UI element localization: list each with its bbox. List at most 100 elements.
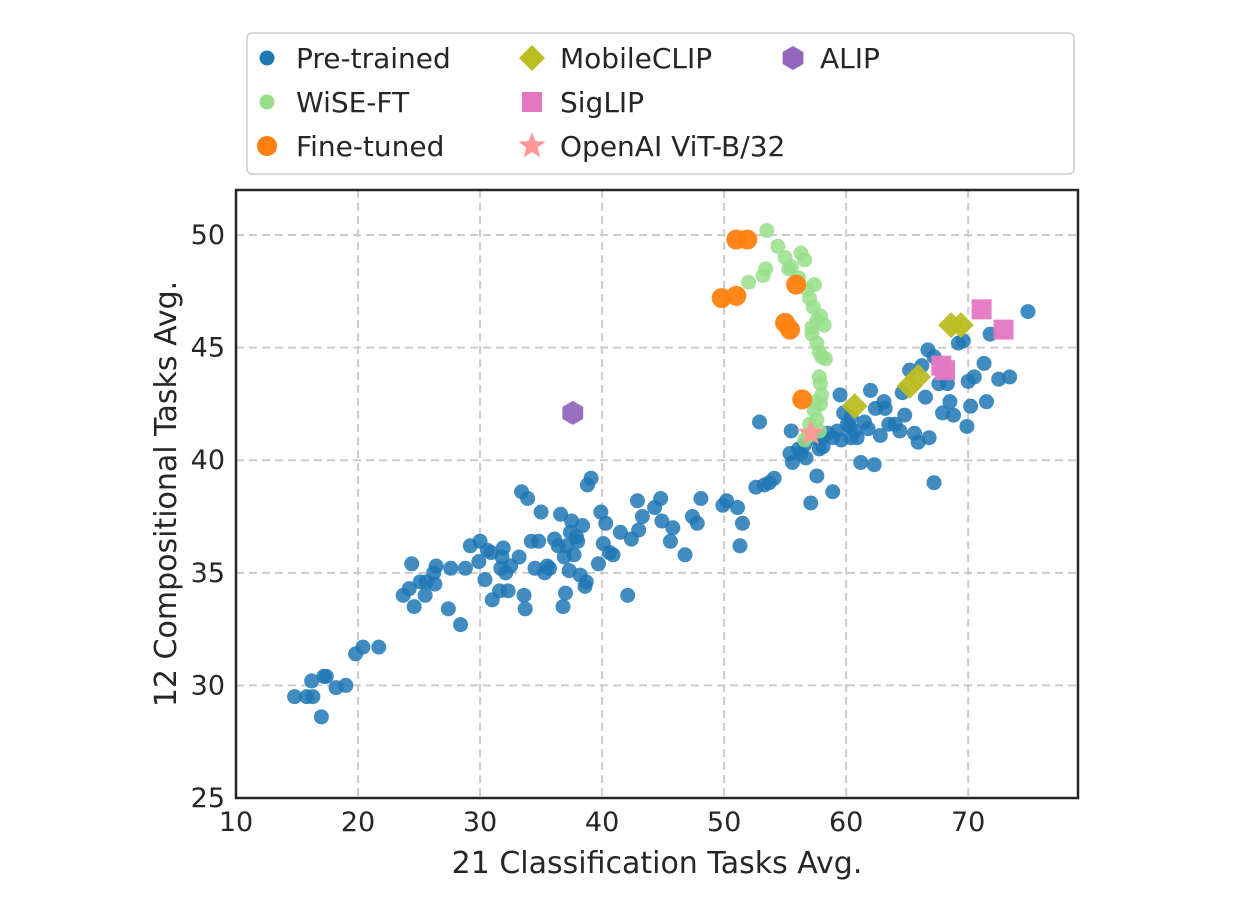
data-point: [816, 317, 832, 333]
data-point: [780, 319, 801, 340]
data-point: [654, 513, 670, 529]
data-point: [732, 538, 748, 554]
data-point: [1002, 369, 1018, 385]
data-point: [428, 558, 444, 574]
data-point: [832, 387, 848, 403]
data-point: [693, 491, 709, 507]
data-point: [978, 394, 994, 410]
data-point: [313, 709, 329, 725]
data-point: [575, 518, 591, 534]
series-fine-tuned: [711, 229, 813, 410]
data-point: [516, 587, 532, 603]
data-point: [734, 515, 750, 531]
data-point: [304, 673, 320, 689]
data-point: [520, 491, 536, 507]
data-point: [783, 423, 799, 439]
data-point: [443, 560, 459, 576]
x-tick-label: 60: [829, 807, 863, 838]
data-point: [471, 554, 487, 570]
y-tick-label: 35: [191, 558, 225, 589]
data-point: [905, 363, 932, 390]
legend-label: ALIP: [820, 42, 880, 75]
data-point: [305, 689, 321, 705]
x-axis-title: 21 Classification Tasks Avg.: [452, 846, 863, 881]
legend-label: OpenAI ViT-B/32: [560, 130, 785, 163]
data-point: [797, 419, 825, 445]
series-openai-vit-b-32: [797, 419, 825, 445]
data-point: [959, 418, 975, 434]
series-alip: [562, 400, 584, 425]
data-point: [877, 400, 893, 416]
legend-marker: [782, 46, 804, 70]
data-point: [583, 470, 599, 486]
data-point: [557, 585, 573, 601]
data-point: [477, 572, 493, 588]
data-point: [963, 398, 979, 414]
legend-entry: OpenAI ViT-B/32: [518, 130, 785, 163]
data-point: [427, 576, 443, 592]
data-point: [897, 407, 913, 423]
data-point: [653, 491, 669, 507]
x-tick-label: 30: [463, 807, 497, 838]
data-point: [511, 549, 527, 565]
data-point: [417, 587, 433, 603]
data-point: [689, 515, 705, 531]
data-point: [453, 617, 469, 633]
data-point: [631, 522, 647, 538]
legend-box: [246, 32, 1075, 175]
data-point: [825, 484, 841, 500]
data-point: [457, 560, 473, 576]
data-point: [766, 470, 782, 486]
y-tick-label: 50: [191, 220, 225, 251]
data-point: [770, 238, 786, 254]
y-tick-label: 25: [191, 783, 225, 814]
data-point: [966, 369, 982, 385]
data-point: [815, 439, 831, 455]
data-point: [947, 312, 974, 339]
legend-label: SigLIP: [560, 86, 644, 119]
data-point: [758, 261, 774, 277]
data-point: [495, 540, 511, 556]
series-wise-ft: [741, 223, 833, 448]
data-point: [737, 229, 758, 250]
data-point: [934, 360, 955, 381]
x-tick-labels: 10 20 30 40 50 60 70: [219, 807, 986, 838]
data-point: [578, 574, 594, 590]
data-point: [665, 520, 681, 536]
legend-marker: [522, 92, 542, 112]
data-point: [719, 493, 735, 509]
data-point: [711, 288, 732, 309]
data-point: [798, 450, 814, 466]
data-point: [946, 407, 962, 423]
data-point: [804, 319, 820, 335]
data-point: [677, 547, 693, 563]
x-tick-label: 50: [707, 807, 741, 838]
data-point: [570, 533, 586, 549]
data-point: [533, 504, 549, 520]
data-point: [562, 400, 584, 425]
data-point: [942, 394, 958, 410]
y-tick-labels: 25 30 35 40 45 50: [191, 220, 225, 814]
legend-entry: WiSE-FT: [259, 86, 410, 119]
data-point: [542, 560, 558, 576]
data-point: [921, 430, 937, 446]
data-point: [993, 319, 1014, 340]
data-point: [917, 389, 933, 405]
data-point: [629, 493, 645, 509]
data-point: [843, 430, 859, 446]
data-point: [500, 583, 516, 599]
data-point: [338, 677, 354, 693]
data-point: [872, 427, 888, 443]
data-point: [797, 252, 813, 268]
data-point: [792, 389, 813, 410]
legend-marker: [257, 136, 277, 156]
data-point: [517, 601, 533, 617]
data-point: [371, 639, 387, 655]
data-point: [841, 393, 868, 420]
data-point: [809, 468, 825, 484]
legend-label: Pre-trained: [296, 42, 451, 75]
data-point: [955, 333, 971, 349]
data-point: [401, 581, 417, 597]
data-point: [803, 495, 819, 511]
